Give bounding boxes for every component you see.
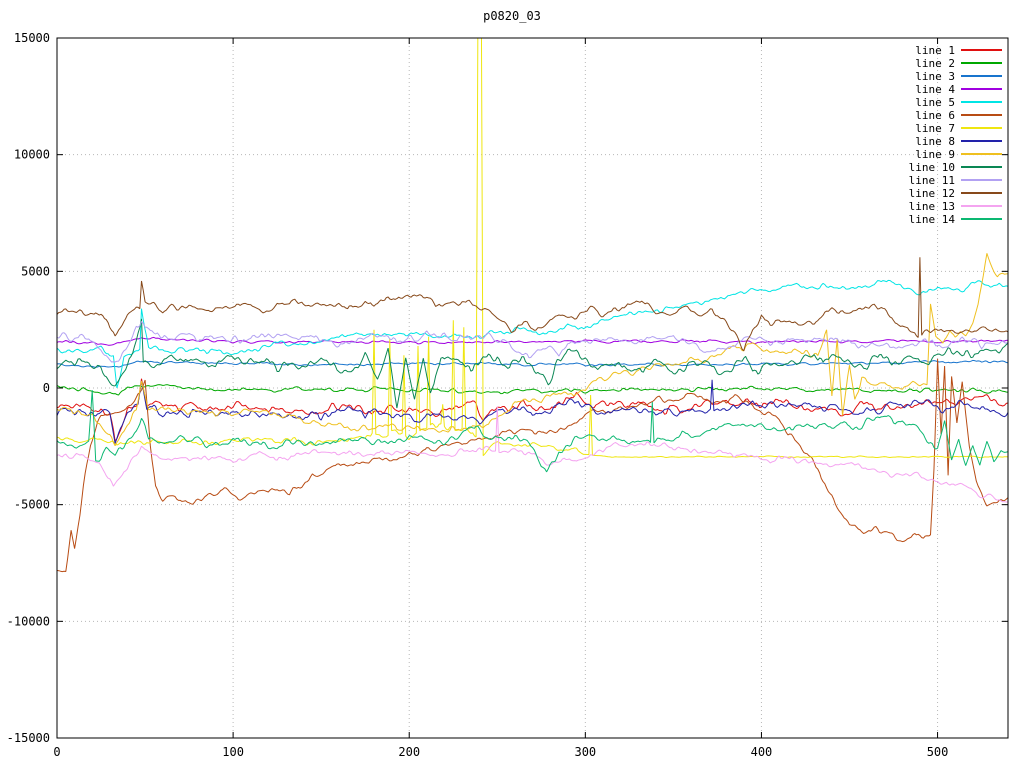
y-tick-label: -5000 xyxy=(14,498,50,512)
legend-label: line 3 xyxy=(915,70,955,83)
legend-label: line 9 xyxy=(915,148,955,161)
series-line-5 xyxy=(57,279,1008,389)
series-line-1 xyxy=(57,378,1008,442)
y-tick-label: -15000 xyxy=(7,731,50,745)
axis-ticks xyxy=(56,37,1008,739)
series-group xyxy=(57,38,1008,573)
x-tick-label: 100 xyxy=(222,745,244,759)
legend-label: line 14 xyxy=(909,213,956,226)
legend-label: line 13 xyxy=(909,200,955,213)
legend-label: line 5 xyxy=(915,96,955,109)
legend-label: line 2 xyxy=(915,57,955,70)
series-line-10 xyxy=(57,318,1008,409)
legend-label: line 8 xyxy=(915,135,955,148)
legend-label: line 12 xyxy=(909,187,955,200)
x-tick-label: 300 xyxy=(574,745,596,759)
y-tick-label: 10000 xyxy=(14,148,50,162)
legend-label: line 7 xyxy=(915,122,955,135)
series-line-2 xyxy=(57,384,1008,396)
legend-label: line 10 xyxy=(909,161,955,174)
series-line-11 xyxy=(57,321,1008,363)
legend-label: line 4 xyxy=(915,83,955,96)
series-line-12 xyxy=(57,257,1008,352)
series-line-7 xyxy=(57,38,1008,459)
series-line-3 xyxy=(57,359,1008,368)
x-tick-label: 500 xyxy=(927,745,949,759)
y-tick-label: 15000 xyxy=(14,31,50,45)
legend-label: line 1 xyxy=(915,44,955,57)
y-tick-label: -10000 xyxy=(7,614,50,628)
y-tick-label: 0 xyxy=(43,381,50,395)
x-tick-label: 200 xyxy=(398,745,420,759)
x-tick-label: 0 xyxy=(53,745,60,759)
legend-label: line 6 xyxy=(915,109,955,122)
series-line-14 xyxy=(57,390,1008,473)
series-line-6 xyxy=(57,358,1008,573)
series-line-9 xyxy=(57,253,1008,447)
series-line-13 xyxy=(57,406,1008,503)
axis-labels: -15000 -10000 -5000 0 5000 10000 15000 0 100 200 3… xyxy=(7,31,949,759)
chart-title: p0820_03 xyxy=(483,9,541,23)
series-line-4 xyxy=(57,336,1008,346)
y-tick-label: 5000 xyxy=(21,264,50,278)
x-tick-label: 400 xyxy=(751,745,773,759)
legend-label: line 11 xyxy=(909,174,955,187)
